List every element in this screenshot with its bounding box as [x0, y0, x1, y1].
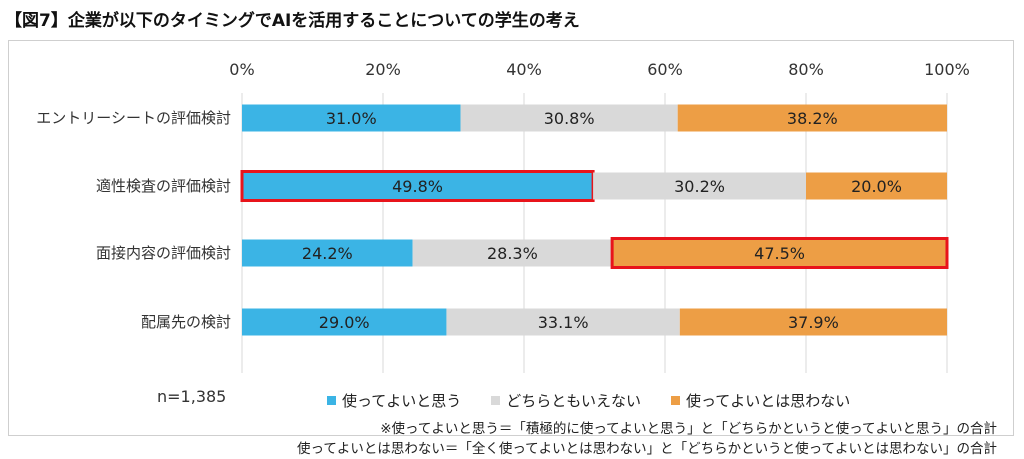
legend-label-negative: 使ってよいとは思わない: [685, 392, 851, 410]
bar-segment: [677, 104, 947, 132]
category-label: 適性検査の評価検討: [96, 177, 231, 195]
bar-segment: [446, 308, 680, 336]
x-tick-label: 80%: [788, 60, 824, 79]
bar-value-label: 49.8%: [392, 177, 443, 196]
bar-segment: [612, 239, 947, 267]
bar-segment: [679, 308, 947, 336]
bar-value-label: 37.9%: [788, 313, 839, 332]
bar-value-label: 47.5%: [754, 244, 805, 263]
bar-value-label: 20.0%: [851, 177, 902, 196]
bar-value-label: 30.8%: [544, 109, 595, 128]
bar-value-label: 38.2%: [787, 109, 838, 128]
x-tick-label: 100%: [924, 60, 970, 79]
x-tick-label: 60%: [647, 60, 683, 79]
bar-segment: [242, 308, 447, 336]
category-label: エントリーシートの評価検討: [36, 109, 231, 127]
bars: 31.0% 30.8% 38.2% 49.8% 30.2% 20.0% 24.2% 28.3%…: [240, 104, 949, 336]
legend-item-positive: 使ってよいと思う: [327, 390, 461, 411]
stacked-bar-chart: 0% 20% 40% 60% 80% 100% 31.0% 30.8% 38.2%49.8% 3…: [36, 60, 970, 373]
x-tick-labels: 0% 20% 40% 60% 80% 100%: [229, 60, 970, 79]
sample-size-label: n=1,385: [157, 387, 227, 406]
chart-frame: 0% 20% 40% 60% 80% 100% 31.0% 30.8% 38.2% 49.8% 3…: [8, 40, 1014, 457]
bar-segment: [460, 104, 678, 132]
bar-value-label: 30.2%: [674, 177, 725, 196]
legend-label-positive: 使ってよいと思う: [342, 392, 462, 410]
footnotes: ※使ってよいと思う＝「積極的に使ってよいと思う」と「どちらかというと使ってよいと…: [297, 419, 997, 459]
legend-item-negative: 使ってよいとは思わない: [670, 390, 851, 411]
bar-segment: [242, 239, 413, 267]
footnote-2: 使ってよいとは思わない＝「全く使ってよいとは思わない」と「どちらかというと使って…: [297, 441, 997, 457]
legend-swatch-negative: [670, 396, 680, 405]
bar-value-label: 31.0%: [326, 109, 377, 128]
legend-item-neutral: どちらともいえない: [491, 390, 641, 411]
highlight-box: [240, 170, 595, 202]
bar-value-label: 24.2%: [302, 244, 353, 263]
highlight-box: [610, 237, 949, 269]
category-label: 配属先の検討: [141, 313, 231, 331]
bar-segment: [806, 172, 947, 200]
category-label: 面接内容の評価検討: [96, 244, 231, 262]
bar-segment: [242, 104, 461, 132]
x-tick-label: 0%: [229, 60, 254, 79]
legend-label-neutral: どちらともいえない: [506, 392, 641, 410]
bar-segment: [242, 172, 594, 200]
bar-value-label: 29.0%: [319, 313, 370, 332]
chart-title: 【図7】企業が以下のタイミングでAIを活用することについての学生の考え: [5, 11, 580, 31]
legend-swatch-positive: [327, 396, 336, 405]
x-tick-label: 20%: [365, 60, 401, 79]
x-tick-label: 40%: [506, 60, 542, 79]
legend-swatch-neutral: [491, 396, 501, 405]
bar-value-label: 33.1%: [538, 313, 589, 332]
bar-segment: [412, 239, 613, 267]
legend: 使ってよいと思う どちらともいえない 使ってよいとは思わない: [327, 390, 850, 411]
bar-segment: [593, 172, 806, 200]
footnote-1: ※使ってよいと思う＝「積極的に使ってよいと思う」と「どちらかというと使ってよいと…: [380, 421, 997, 437]
bar-value-label: 28.3%: [487, 244, 538, 263]
